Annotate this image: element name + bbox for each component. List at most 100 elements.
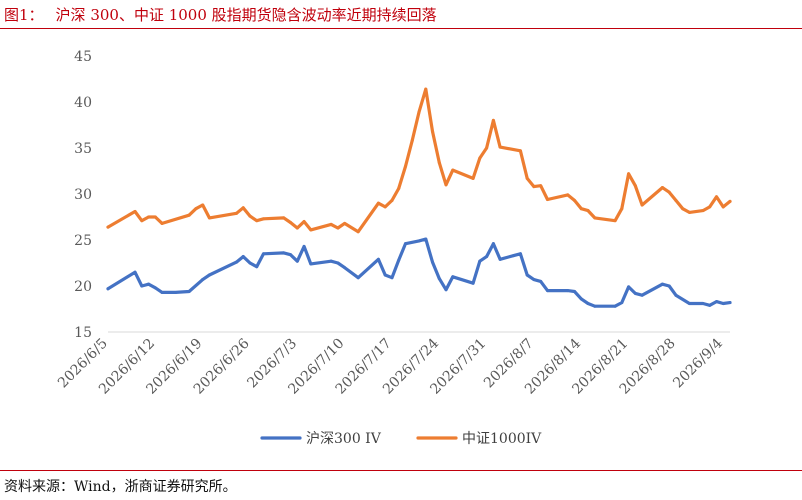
y-tick-label: 35	[74, 141, 92, 157]
data-point-series-2	[485, 146, 489, 150]
data-point-series-1	[390, 276, 394, 280]
data-point-series-1	[187, 290, 191, 294]
data-point-series-1	[721, 301, 725, 305]
data-point-series-1	[356, 276, 360, 280]
data-point-series-2	[525, 176, 529, 180]
data-point-series-1	[579, 297, 583, 301]
data-point-series-1	[201, 278, 205, 282]
data-point-series-1	[660, 282, 664, 286]
data-point-series-2	[255, 219, 259, 223]
data-point-series-1	[207, 273, 211, 277]
figure-title-text: 沪深 300、中证 1000 股指期货隐含波动率近期持续回落	[55, 6, 437, 24]
data-point-series-1	[491, 242, 495, 246]
data-point-series-2	[687, 210, 691, 214]
data-point-series-1	[451, 275, 455, 279]
data-point-series-1	[147, 282, 151, 286]
data-point-series-1	[336, 261, 340, 265]
data-point-series-2	[627, 172, 631, 176]
data-point-series-1	[437, 277, 441, 281]
data-point-series-1	[397, 258, 401, 262]
y-tick-label: 15	[74, 325, 92, 341]
data-point-series-2	[376, 201, 380, 205]
data-point-series-2	[431, 129, 435, 133]
data-point-series-2	[302, 220, 306, 224]
data-point-series-1	[289, 253, 293, 257]
y-tick-label: 25	[74, 233, 92, 249]
data-point-series-2	[289, 221, 293, 225]
data-point-series-2	[207, 216, 211, 220]
data-point-series-2	[147, 215, 151, 219]
data-point-series-2	[424, 87, 428, 91]
data-point-series-1	[133, 270, 137, 274]
data-point-series-1	[329, 259, 333, 263]
source-rule	[0, 470, 802, 471]
data-point-series-1	[539, 279, 543, 283]
data-point-series-1	[424, 237, 428, 241]
y-tick-label: 40	[74, 95, 92, 111]
data-point-series-1	[478, 259, 482, 263]
data-point-series-2	[329, 222, 333, 226]
data-point-series-2	[336, 226, 340, 230]
data-point-series-1	[343, 266, 347, 270]
y-tick-label: 30	[74, 187, 92, 203]
data-point-series-2	[160, 221, 164, 225]
data-point-series-1	[153, 286, 157, 290]
data-point-series-2	[539, 184, 543, 188]
data-point-series-1	[309, 262, 313, 266]
data-point-series-2	[194, 207, 198, 211]
data-point-series-2	[248, 214, 252, 218]
data-point-series-2	[660, 186, 664, 190]
data-point-series-1	[525, 273, 529, 277]
data-point-series-1	[627, 285, 631, 289]
data-point-series-2	[640, 203, 644, 207]
data-point-series-2	[403, 164, 407, 168]
data-point-series-1	[140, 284, 144, 288]
data-point-series-1	[376, 257, 380, 261]
data-point-series-1	[302, 244, 306, 248]
data-point-series-1	[498, 257, 502, 261]
data-point-series-1	[708, 303, 712, 307]
data-point-series-2	[728, 199, 732, 203]
data-point-series-2	[343, 221, 347, 225]
data-point-series-2	[383, 205, 387, 209]
data-point-series-2	[674, 198, 678, 202]
data-point-series-2	[613, 219, 617, 223]
data-point-series-2	[234, 211, 238, 215]
data-point-series-2	[566, 193, 570, 197]
data-point-series-1	[620, 301, 624, 305]
data-point-series-1	[701, 301, 705, 305]
data-point-series-2	[309, 228, 313, 232]
data-point-series-2	[721, 205, 725, 209]
data-point-series-2	[701, 209, 705, 213]
data-point-series-2	[586, 209, 590, 213]
data-point-series-1	[234, 260, 238, 264]
data-point-series-2	[262, 217, 265, 221]
data-point-series-2	[620, 207, 624, 211]
data-point-series-1	[106, 287, 110, 291]
data-point-series-1	[573, 290, 576, 294]
data-point-series-2	[444, 183, 448, 187]
data-point-series-1	[295, 259, 299, 263]
data-point-series-2	[573, 198, 576, 202]
data-point-series-1	[545, 289, 549, 293]
y-tick-label: 20	[74, 279, 92, 295]
data-point-series-1	[512, 254, 516, 258]
data-point-series-1	[417, 239, 421, 243]
data-point-series-2	[471, 176, 475, 180]
data-point-series-2	[633, 184, 637, 188]
data-point-series-1	[613, 304, 617, 308]
data-point-series-2	[356, 230, 360, 234]
data-point-series-1	[714, 300, 718, 304]
data-point-series-2	[714, 195, 718, 199]
data-point-series-1	[593, 304, 597, 308]
figure-title: 图1： 沪深 300、中证 1000 股指期货隐含波动率近期持续回落	[4, 4, 437, 25]
data-point-series-1	[174, 290, 178, 294]
data-point-series-2	[545, 198, 549, 202]
data-point-series-1	[674, 293, 678, 297]
data-point-series-1	[640, 293, 644, 297]
data-point-series-2	[397, 186, 401, 190]
data-point-series-1	[633, 291, 637, 295]
data-point-series-1	[518, 252, 522, 256]
series-line-1	[106, 237, 732, 308]
